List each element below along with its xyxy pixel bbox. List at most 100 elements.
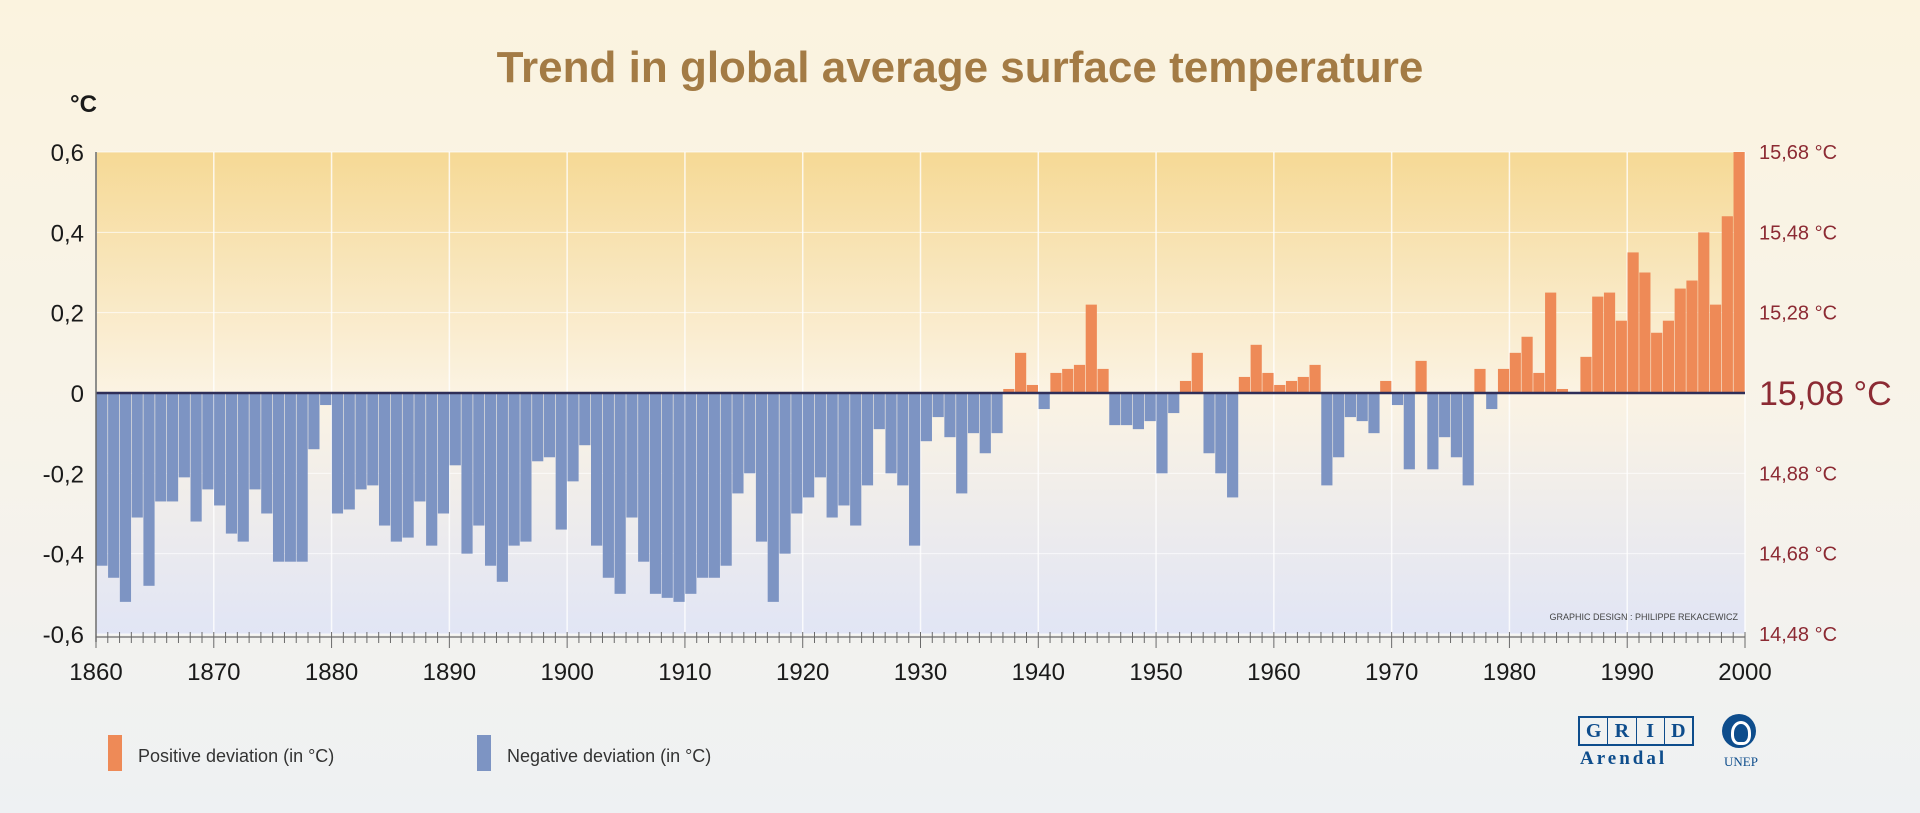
- y-tick-label: -0,6: [43, 622, 84, 649]
- temperature-bar: [979, 393, 991, 454]
- right-axis-label: 14,48 °C: [1759, 624, 1837, 646]
- temperature-bar: [1003, 388, 1015, 393]
- grid-letter: I: [1637, 718, 1665, 744]
- temperature-bar: [838, 393, 850, 506]
- legend: Positive deviation (in °C) Negative devi…: [108, 735, 711, 771]
- temperature-bar: [1509, 352, 1521, 393]
- temperature-bar: [602, 393, 614, 578]
- x-tick-label: 1900: [540, 659, 593, 686]
- bars: [96, 152, 1745, 602]
- temperature-bar: [378, 393, 391, 526]
- temperature-bar: [649, 393, 662, 594]
- temperature-bar: [861, 393, 874, 486]
- temperature-bar: [1321, 393, 1333, 486]
- temperature-bar: [1038, 393, 1050, 410]
- temperature-bar: [791, 393, 803, 514]
- arendal-label: Arendal: [1580, 748, 1668, 769]
- x-tick-label: 1990: [1601, 659, 1654, 686]
- x-tick-label: 1910: [658, 659, 711, 686]
- x-tick-label: 1890: [423, 659, 476, 686]
- temperature-bar: [108, 393, 120, 578]
- temperature-bar: [96, 393, 108, 566]
- grid-arendal-logo: G R I D: [1578, 716, 1694, 746]
- grid-letter: G: [1580, 718, 1609, 744]
- temperature-bar: [543, 393, 556, 458]
- temperature-bar: [1215, 393, 1227, 474]
- temperature-bar: [131, 393, 143, 518]
- y-tick-label: -0,4: [43, 542, 84, 569]
- y-tick-label: 0,2: [51, 301, 84, 328]
- x-tick-label: 1870: [187, 659, 240, 686]
- temperature-bar: [367, 393, 379, 486]
- temperature-bar: [720, 393, 732, 566]
- temperature-bar: [1556, 388, 1569, 393]
- temperature-bar: [732, 393, 744, 494]
- temperature-bar: [484, 393, 497, 566]
- temperature-bar: [638, 393, 650, 562]
- temperature-bar: [779, 393, 791, 554]
- temperature-bar: [190, 393, 202, 522]
- temperature-bar: [520, 393, 532, 542]
- temperature-bar: [449, 393, 461, 466]
- temperature-bar: [1262, 372, 1274, 393]
- temperature-bar: [496, 393, 508, 582]
- temperature-bar: [1698, 232, 1710, 393]
- temperature-bar: [1085, 304, 1097, 393]
- temperature-bar: [390, 393, 402, 542]
- temperature-bar: [1238, 376, 1250, 393]
- temperature-bar: [1309, 364, 1321, 393]
- temperature-bar: [343, 393, 355, 510]
- right-axis-label: 15,08 °C: [1759, 375, 1892, 413]
- temperature-bar: [296, 393, 308, 562]
- temperature-bar: [897, 393, 909, 486]
- temperature-bar: [1203, 393, 1215, 454]
- temperature-bar: [697, 393, 709, 578]
- temperature-bar: [402, 393, 414, 538]
- temperature-bar: [1297, 376, 1309, 393]
- temperature-bar: [944, 393, 956, 438]
- temperature-bar: [1545, 292, 1557, 393]
- temperature-bar: [1227, 393, 1239, 498]
- y-tick-label: 0,6: [51, 140, 84, 167]
- temperature-bar: [803, 393, 815, 498]
- x-tick-label: 1880: [305, 659, 358, 686]
- temperature-bar: [1156, 393, 1168, 474]
- temperature-bar: [1580, 356, 1592, 393]
- temperature-bar: [1250, 344, 1262, 393]
- temperature-bar: [1026, 384, 1038, 393]
- logos: G R I D Arendal UNEP: [1578, 714, 1778, 778]
- temperature-bar: [1121, 393, 1133, 426]
- temperature-bar: [437, 393, 450, 514]
- temperature-bar: [426, 393, 438, 546]
- chart-title: Trend in global average surface temperat…: [497, 43, 1424, 92]
- y-tick-label: -0,2: [43, 461, 84, 488]
- temperature-bar: [1427, 393, 1439, 470]
- temperature-bar: [1168, 393, 1180, 414]
- temperature-bar: [885, 393, 897, 474]
- right-axis-label: 15,68 °C: [1759, 142, 1837, 164]
- temperature-bar: [591, 393, 603, 546]
- y-tick-label: 0: [71, 381, 84, 408]
- temperature-bar: [1439, 393, 1451, 438]
- x-tick-label: 1940: [1012, 659, 1065, 686]
- temperature-bar: [555, 393, 567, 530]
- temperature-bar: [1015, 352, 1027, 393]
- legend-label-positive: Positive deviation (in °C): [138, 746, 334, 766]
- x-tick-label: 1960: [1247, 659, 1300, 686]
- temperature-bar: [155, 393, 167, 502]
- tick-labels: 0,6 0,4 0,2 0 -0,2 -0,4 -0,6 15,68 °C 15,48 °C 15…: [43, 140, 1892, 686]
- temperature-bar: [237, 393, 249, 542]
- temperature-bar: [1686, 280, 1698, 393]
- temperature-bar: [1497, 368, 1510, 393]
- temperature-bar: [685, 393, 697, 594]
- temperature-bar: [202, 393, 214, 490]
- temperature-bar: [119, 393, 132, 602]
- right-axis-label: 14,88 °C: [1759, 463, 1837, 485]
- temperature-bar: [1627, 252, 1639, 393]
- temperature-bar: [826, 393, 838, 518]
- axes: [95, 152, 1746, 648]
- temperature-bar: [1344, 393, 1357, 418]
- x-tick-label: 1970: [1365, 659, 1418, 686]
- temperature-bar: [1674, 288, 1686, 393]
- right-axis-label: 14,68 °C: [1759, 544, 1837, 566]
